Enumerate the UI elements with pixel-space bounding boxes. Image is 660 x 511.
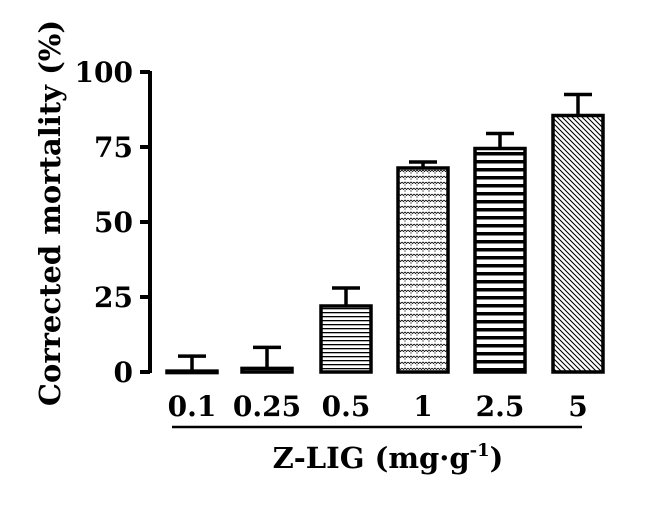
x-axis-label-suffix: ) xyxy=(490,441,504,475)
bar xyxy=(473,146,527,374)
x-axis: 0.1 0.25 0.5 1 2.5 5 xyxy=(168,390,588,429)
bar xyxy=(551,113,605,374)
bar xyxy=(319,304,373,374)
x-tick-label: 0.1 xyxy=(168,390,217,423)
bars xyxy=(165,92,605,375)
y-axis: 0 25 50 75 100 xyxy=(75,56,152,389)
x-axis-label-superscript: -1 xyxy=(470,440,490,461)
y-tick-label: 25 xyxy=(94,281,133,314)
y-tick-label: 100 xyxy=(75,56,133,89)
x-tick-label: 0.25 xyxy=(233,390,301,423)
y-tick-label: 75 xyxy=(94,131,133,164)
bar xyxy=(240,366,294,374)
y-tick-label: 0 xyxy=(114,356,133,389)
y-tick-label: 50 xyxy=(94,206,133,239)
y-axis-label: Corrected mortality (%) xyxy=(33,20,67,406)
x-tick-label: 5 xyxy=(568,390,587,423)
bar xyxy=(396,166,450,374)
x-tick-label: 2.5 xyxy=(476,390,525,423)
x-tick-label: 0.5 xyxy=(322,390,371,423)
x-axis-label-main: Z-LIG (mg·g xyxy=(273,441,470,475)
bar xyxy=(165,369,219,375)
x-axis-label: Z-LIG (mg·g-1) xyxy=(273,440,504,475)
x-tick-label: 1 xyxy=(413,390,432,423)
